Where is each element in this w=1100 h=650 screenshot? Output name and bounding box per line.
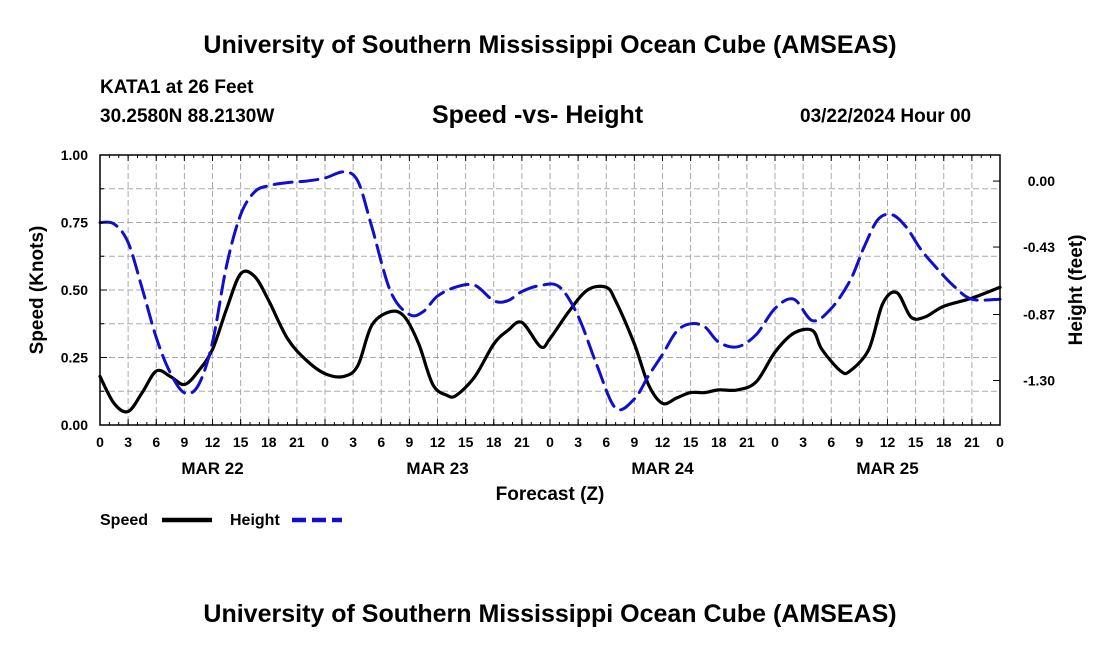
x-tick-label: 6	[152, 434, 160, 450]
x-tick-label: 15	[908, 434, 924, 450]
x-tick-label: 21	[289, 434, 305, 450]
x-tick-label: 18	[936, 434, 952, 450]
y2-axis-title: Height (feet)	[1066, 235, 1087, 346]
x-tick-label: 6	[377, 434, 385, 450]
x-tick-label: 0	[96, 434, 104, 450]
x-tick-label: 18	[486, 434, 502, 450]
x-tick-label: 3	[349, 434, 357, 450]
y-tick-label: 0.50	[61, 282, 88, 298]
x-tick-label: 3	[574, 434, 582, 450]
y2-tick-label: -0.87	[1023, 307, 1055, 323]
x-tick-label: 0	[996, 434, 1004, 450]
forecast-datetime: 03/22/2024 Hour 00	[800, 106, 972, 127]
series-line-speed	[98, 269, 1002, 414]
station-name: KATA1 at 26 Feet	[100, 77, 254, 98]
x-tick-label: 9	[180, 434, 188, 450]
x-tick-label: 0	[321, 434, 329, 450]
series-lines	[98, 170, 1002, 414]
x-tick-label: 21	[739, 434, 755, 450]
y-tick-label: 0.75	[61, 215, 88, 231]
x-date-label: MAR 23	[406, 459, 468, 478]
x-date-label: MAR 22	[181, 459, 243, 478]
grid	[100, 155, 1000, 425]
axis-ticks	[99, 154, 1001, 426]
chart-subtitle: Speed -vs- Height	[432, 101, 644, 129]
x-axis-title: Forecast (Z)	[496, 484, 605, 505]
axis-labels: 0 3 6 9 12 15 18 21 0 3 6 9 12 15 18 21 0 3 6 9 12 15 18 21 0 3 6 9…	[61, 147, 1055, 478]
x-tick-label: 3	[124, 434, 132, 450]
x-tick-label: 6	[602, 434, 610, 450]
x-tick-label: 12	[205, 434, 221, 450]
legend-speed-label: Speed	[100, 512, 148, 529]
y-axis-title: Speed (Knots)	[27, 226, 48, 355]
y2-tick-label: -1.30	[1023, 373, 1055, 389]
x-tick-label: 9	[630, 434, 638, 450]
x-tick-label: 9	[405, 434, 413, 450]
x-tick-label: 0	[546, 434, 554, 450]
y-tick-label: 1.00	[61, 147, 88, 163]
y-tick-label: 0.25	[61, 350, 88, 366]
chart-title: University of Southern Mississippi Ocean…	[203, 31, 897, 59]
series-line-height	[98, 170, 1002, 412]
y2-tick-label: -0.43	[1023, 239, 1055, 255]
x-date-label: MAR 24	[631, 459, 694, 478]
x-tick-label: 15	[683, 434, 699, 450]
x-tick-label: 12	[430, 434, 446, 450]
legend-height-label: Height	[230, 512, 280, 529]
footer-title: University of Southern Mississippi Ocean…	[203, 600, 897, 628]
x-tick-label: 21	[514, 434, 530, 450]
x-date-label: MAR 25	[856, 459, 918, 478]
legend: Speed Height	[100, 512, 342, 529]
x-tick-label: 12	[880, 434, 896, 450]
x-tick-label: 15	[458, 434, 474, 450]
x-tick-label: 18	[261, 434, 277, 450]
x-tick-label: 9	[855, 434, 863, 450]
x-tick-label: 21	[964, 434, 980, 450]
x-tick-label: 12	[655, 434, 671, 450]
x-tick-label: 6	[827, 434, 835, 450]
y-tick-label: 0.00	[61, 417, 88, 433]
station-coordinates: 30.2580N 88.2130W	[100, 106, 275, 127]
x-tick-label: 0	[771, 434, 779, 450]
x-tick-label: 18	[711, 434, 727, 450]
x-tick-label: 15	[233, 434, 249, 450]
y2-tick-label: 0.00	[1028, 173, 1055, 189]
x-tick-label: 3	[799, 434, 807, 450]
